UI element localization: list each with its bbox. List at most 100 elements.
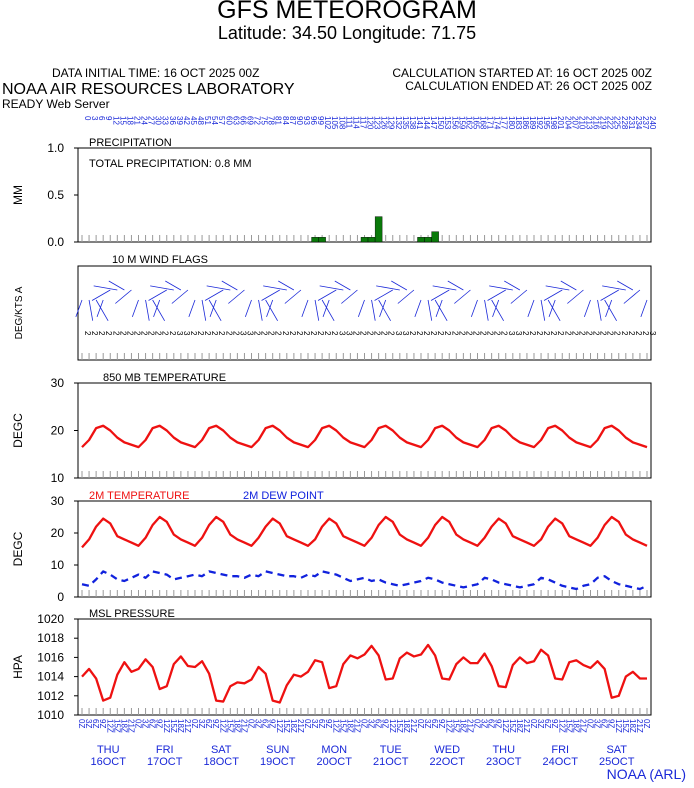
forecast-hour-label: 210 bbox=[577, 116, 586, 130]
forecast-hour-label: 0 bbox=[83, 116, 92, 121]
wind-barb-staff bbox=[548, 299, 556, 318]
y-tick-label: 0.5 bbox=[47, 188, 64, 202]
forecast-hour-label: 108 bbox=[337, 116, 346, 130]
wind-barb-staff bbox=[640, 299, 648, 318]
forecast-hour-label: 72 bbox=[253, 116, 262, 125]
wind-speed-label: 3 bbox=[507, 331, 516, 336]
wind-speed-label: 2 bbox=[634, 331, 643, 336]
forecast-hour-label: 45 bbox=[189, 116, 198, 125]
forecast-hour-label: 54 bbox=[210, 116, 219, 125]
wind-speed-label: 2 bbox=[125, 331, 134, 336]
wind-barb-staff bbox=[545, 285, 570, 291]
wind-speed-label: 2 bbox=[599, 331, 608, 336]
hour-utc-label: 18Z bbox=[289, 719, 298, 733]
forecast-hour-label: 24 bbox=[140, 116, 149, 125]
day-name-label: SAT bbox=[606, 744, 627, 756]
forecast-hour-label: 225 bbox=[613, 116, 622, 130]
wind-speed-label: 2 bbox=[231, 331, 240, 336]
forecast-hour-label: 168 bbox=[479, 116, 488, 130]
precip-bar bbox=[431, 231, 439, 243]
day-name-label: MON bbox=[321, 744, 347, 756]
hour-utc-label: 21Z bbox=[578, 719, 587, 733]
wind-speed-label: 2 bbox=[373, 331, 382, 336]
forecast-hour-label: 174 bbox=[493, 116, 502, 130]
hour-utc-label: 3Z bbox=[593, 719, 602, 728]
hour-utc-label: 18Z bbox=[458, 719, 467, 733]
day-date-label: 18OCT bbox=[204, 756, 240, 768]
wind-barb-staff bbox=[334, 280, 351, 291]
precip-bar bbox=[360, 237, 369, 243]
hour-utc-label: 12Z bbox=[105, 719, 114, 733]
wind-barb-staff bbox=[145, 299, 150, 321]
hour-utc-label: 12Z bbox=[331, 719, 340, 733]
hour-utc-label: 21Z bbox=[239, 719, 248, 733]
forecast-hour-label: 213 bbox=[584, 116, 593, 130]
forecast-hour-label: 69 bbox=[245, 116, 254, 125]
legend-2m-temperature: 2M TEMPERATURE bbox=[89, 490, 189, 502]
forecast-hour-label: 27 bbox=[147, 116, 156, 125]
wind-speed-label: 2 bbox=[486, 331, 495, 336]
wind-speed-label: 2 bbox=[274, 331, 283, 336]
wind-speed-label: 3 bbox=[344, 331, 353, 336]
forecast-hour-label: 165 bbox=[471, 116, 480, 130]
wind-speed-label: 2 bbox=[429, 331, 438, 336]
wind-speed-label: 2 bbox=[493, 331, 502, 336]
wind-speed-label: 2 bbox=[316, 331, 325, 336]
wind-speed-label: 3 bbox=[245, 331, 254, 336]
forecast-hour-label: 78 bbox=[267, 116, 276, 125]
wind-barb-staff bbox=[623, 289, 641, 304]
wind-barb-staff bbox=[244, 299, 252, 318]
temp-2m-line bbox=[81, 515, 648, 549]
hour-utc-label: 15Z bbox=[395, 719, 404, 733]
latlon-subtitle: Latitude: 34.50 Longitude: 71.75 bbox=[217, 23, 477, 43]
wind-speed-label: 2 bbox=[83, 331, 92, 336]
forecast-hour-label: 216 bbox=[592, 116, 601, 130]
wind-barb-staff bbox=[432, 285, 457, 291]
wind-speed-label: 2 bbox=[309, 331, 318, 336]
y-tick-label: 1018 bbox=[37, 631, 64, 645]
hour-utc-label: 12Z bbox=[557, 719, 566, 733]
wind-barb-staff bbox=[321, 299, 335, 321]
wind-speed-label: 2 bbox=[464, 331, 473, 336]
wind-barb-staff bbox=[188, 299, 196, 318]
wind-barb-staff bbox=[165, 280, 182, 291]
wind-speed-label: 3 bbox=[394, 331, 403, 336]
wind-barb-staff bbox=[357, 299, 365, 318]
precip-bar bbox=[374, 216, 383, 243]
wind-speed-label: 2 bbox=[627, 331, 636, 336]
wind-barb-staff bbox=[374, 289, 393, 301]
day-name-label: THU bbox=[492, 744, 515, 756]
wind-barb-staff bbox=[600, 289, 619, 301]
wind-speed-label: 3 bbox=[337, 331, 346, 336]
hour-utc-label: 9Z bbox=[268, 719, 277, 728]
wind-speed-label: 2 bbox=[168, 331, 177, 336]
wind-barb-staff bbox=[265, 299, 278, 321]
forecast-hour-label: 87 bbox=[288, 116, 297, 125]
forecast-hour-label: 156 bbox=[450, 116, 459, 130]
wind-speed-label: 2 bbox=[90, 331, 99, 336]
wind-speed-label: 2 bbox=[556, 331, 565, 336]
y-tick-label: 0 bbox=[57, 590, 64, 604]
forecast-hour-label: 39 bbox=[175, 116, 184, 125]
hour-utc-label: 6Z bbox=[600, 719, 609, 728]
wind-speed-label: 2 bbox=[323, 331, 332, 336]
wind-barb-staff bbox=[414, 299, 422, 318]
forecast-hour-label: 234 bbox=[634, 116, 643, 130]
hour-utc-label: 6Z bbox=[543, 719, 552, 728]
wind-barb-staff bbox=[301, 299, 309, 318]
y-axis-label: MM bbox=[11, 185, 25, 205]
wind-barb-staff bbox=[510, 289, 528, 304]
wind-barb-staff bbox=[221, 280, 238, 291]
y-tick-label: 0.0 bbox=[47, 235, 64, 249]
wind-barb-staff bbox=[206, 285, 231, 291]
forecast-hour-label: 63 bbox=[231, 116, 240, 125]
wind-speed-label: 3 bbox=[401, 331, 410, 336]
hour-utc-label: 0Z bbox=[529, 719, 538, 728]
hour-utc-label: 0Z bbox=[303, 719, 312, 728]
forecast-hour-label: 141 bbox=[415, 116, 424, 130]
forecast-hour-label: 144 bbox=[422, 116, 431, 130]
precip-total-annotation: TOTAL PRECIPITATION: 0.8 MM bbox=[89, 158, 252, 170]
wind-barb-staff bbox=[583, 299, 591, 318]
precip-bar bbox=[311, 237, 319, 243]
hour-utc-label: 18Z bbox=[176, 719, 185, 733]
